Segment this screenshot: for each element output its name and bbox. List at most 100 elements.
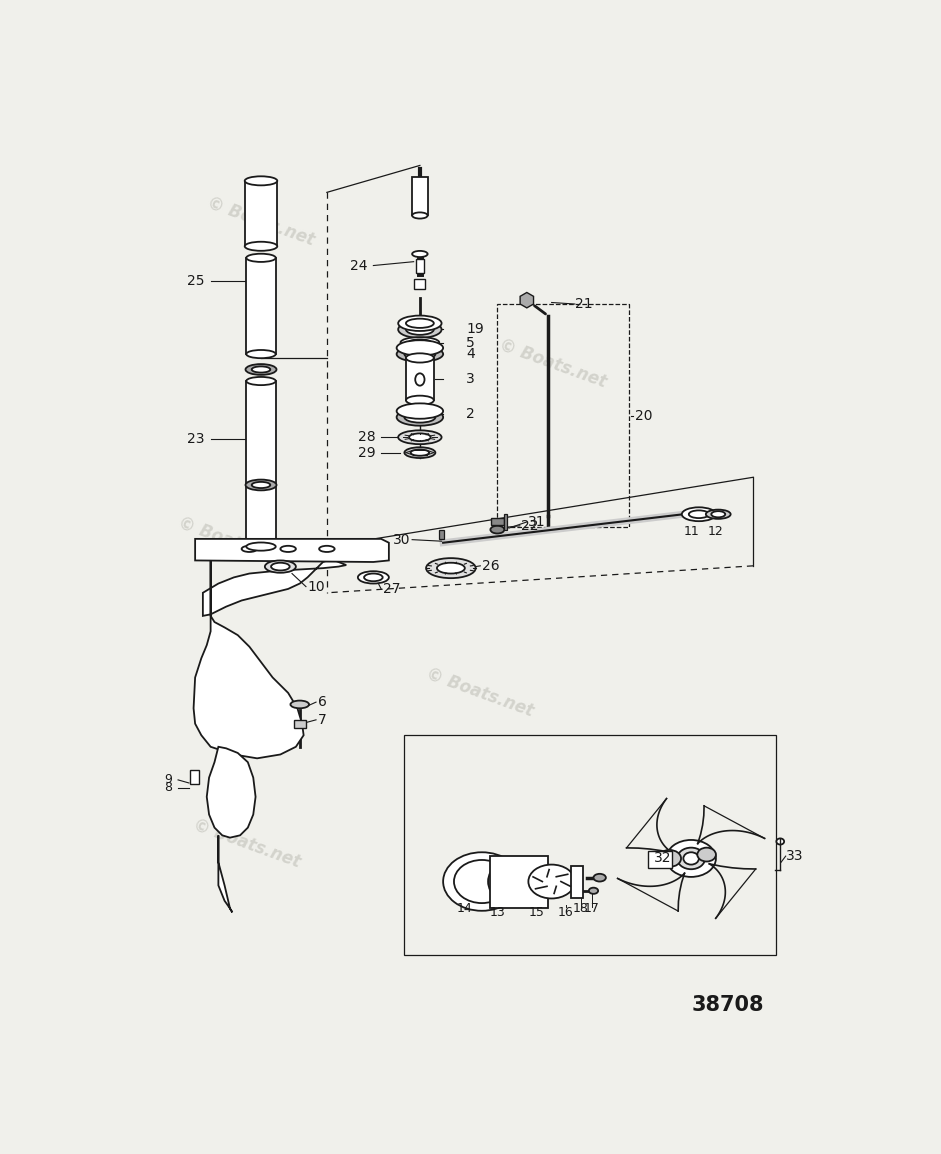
- Ellipse shape: [454, 860, 510, 904]
- Text: © Boats.net: © Boats.net: [176, 514, 288, 569]
- Ellipse shape: [408, 339, 432, 345]
- Text: 18: 18: [573, 902, 589, 915]
- Bar: [405, 735, 776, 954]
- Bar: [414, 279, 425, 288]
- Ellipse shape: [490, 526, 504, 533]
- Ellipse shape: [251, 482, 270, 488]
- Polygon shape: [207, 747, 256, 838]
- Bar: [294, 720, 306, 727]
- Ellipse shape: [405, 412, 436, 422]
- Ellipse shape: [280, 546, 295, 552]
- Ellipse shape: [246, 365, 277, 375]
- Ellipse shape: [245, 177, 278, 186]
- Text: 17: 17: [584, 902, 599, 915]
- Ellipse shape: [443, 853, 520, 911]
- Ellipse shape: [405, 349, 436, 359]
- Text: 20: 20: [635, 409, 653, 422]
- Ellipse shape: [398, 430, 441, 444]
- Ellipse shape: [247, 542, 276, 550]
- Text: 30: 30: [393, 533, 410, 547]
- Ellipse shape: [396, 346, 443, 362]
- Text: 29: 29: [358, 445, 375, 459]
- Ellipse shape: [291, 700, 309, 709]
- Bar: [416, 260, 423, 273]
- Text: 32: 32: [654, 852, 672, 866]
- Text: 14: 14: [457, 902, 472, 915]
- Text: 15: 15: [528, 906, 544, 919]
- Ellipse shape: [398, 321, 441, 338]
- Polygon shape: [195, 539, 389, 562]
- Ellipse shape: [488, 857, 553, 906]
- Bar: [247, 381, 276, 547]
- Ellipse shape: [682, 508, 716, 522]
- Polygon shape: [203, 544, 354, 616]
- Text: 22: 22: [520, 519, 538, 533]
- Text: 24: 24: [350, 258, 368, 272]
- Text: 19: 19: [467, 322, 484, 337]
- Bar: [245, 181, 278, 246]
- Text: 8: 8: [164, 781, 172, 794]
- Ellipse shape: [412, 212, 427, 218]
- Text: 13: 13: [489, 906, 505, 919]
- Ellipse shape: [401, 337, 439, 347]
- Text: © Boats.net: © Boats.net: [190, 816, 303, 871]
- Bar: [247, 257, 276, 354]
- Text: 6: 6: [317, 695, 327, 709]
- Ellipse shape: [437, 563, 465, 574]
- Text: 7: 7: [317, 713, 327, 727]
- Text: 10: 10: [308, 579, 326, 593]
- Ellipse shape: [247, 254, 276, 262]
- Ellipse shape: [658, 850, 681, 867]
- Bar: [412, 177, 427, 216]
- Ellipse shape: [245, 241, 278, 250]
- Text: 16: 16: [558, 906, 573, 919]
- Ellipse shape: [683, 853, 699, 864]
- Bar: [190, 770, 199, 784]
- Ellipse shape: [406, 319, 434, 328]
- Bar: [489, 856, 548, 908]
- Ellipse shape: [396, 340, 443, 355]
- Ellipse shape: [706, 510, 730, 519]
- FancyArrowPatch shape: [534, 306, 546, 314]
- Bar: [498, 304, 630, 527]
- Ellipse shape: [776, 839, 784, 845]
- Bar: [491, 518, 504, 525]
- Ellipse shape: [396, 409, 443, 426]
- Ellipse shape: [242, 546, 257, 552]
- Ellipse shape: [410, 450, 429, 456]
- Ellipse shape: [426, 559, 475, 578]
- Ellipse shape: [405, 448, 436, 458]
- Text: 26: 26: [482, 559, 500, 572]
- Ellipse shape: [711, 511, 726, 517]
- Ellipse shape: [364, 574, 383, 582]
- Bar: [571, 867, 582, 899]
- Ellipse shape: [358, 571, 389, 584]
- Text: © Boats.net: © Boats.net: [423, 665, 536, 720]
- Text: 28: 28: [358, 430, 375, 444]
- Bar: [439, 530, 444, 539]
- Text: 31: 31: [529, 515, 546, 529]
- Ellipse shape: [396, 404, 443, 419]
- Bar: [503, 515, 507, 530]
- Ellipse shape: [271, 563, 290, 570]
- Text: 11: 11: [683, 525, 699, 538]
- Ellipse shape: [412, 250, 427, 257]
- Ellipse shape: [697, 848, 716, 862]
- Ellipse shape: [406, 353, 434, 362]
- Ellipse shape: [246, 480, 277, 490]
- Text: 9: 9: [164, 773, 172, 786]
- Text: 33: 33: [786, 849, 804, 863]
- Ellipse shape: [415, 374, 424, 385]
- Bar: [648, 850, 672, 868]
- Ellipse shape: [529, 864, 575, 899]
- Ellipse shape: [594, 874, 606, 882]
- Text: 3: 3: [467, 373, 475, 387]
- Text: 4: 4: [467, 347, 475, 361]
- Text: 23: 23: [187, 432, 205, 445]
- Ellipse shape: [247, 377, 276, 385]
- Text: 25: 25: [187, 273, 205, 288]
- Ellipse shape: [689, 510, 709, 518]
- Text: 5: 5: [467, 336, 475, 350]
- Ellipse shape: [499, 864, 542, 899]
- Ellipse shape: [319, 546, 335, 552]
